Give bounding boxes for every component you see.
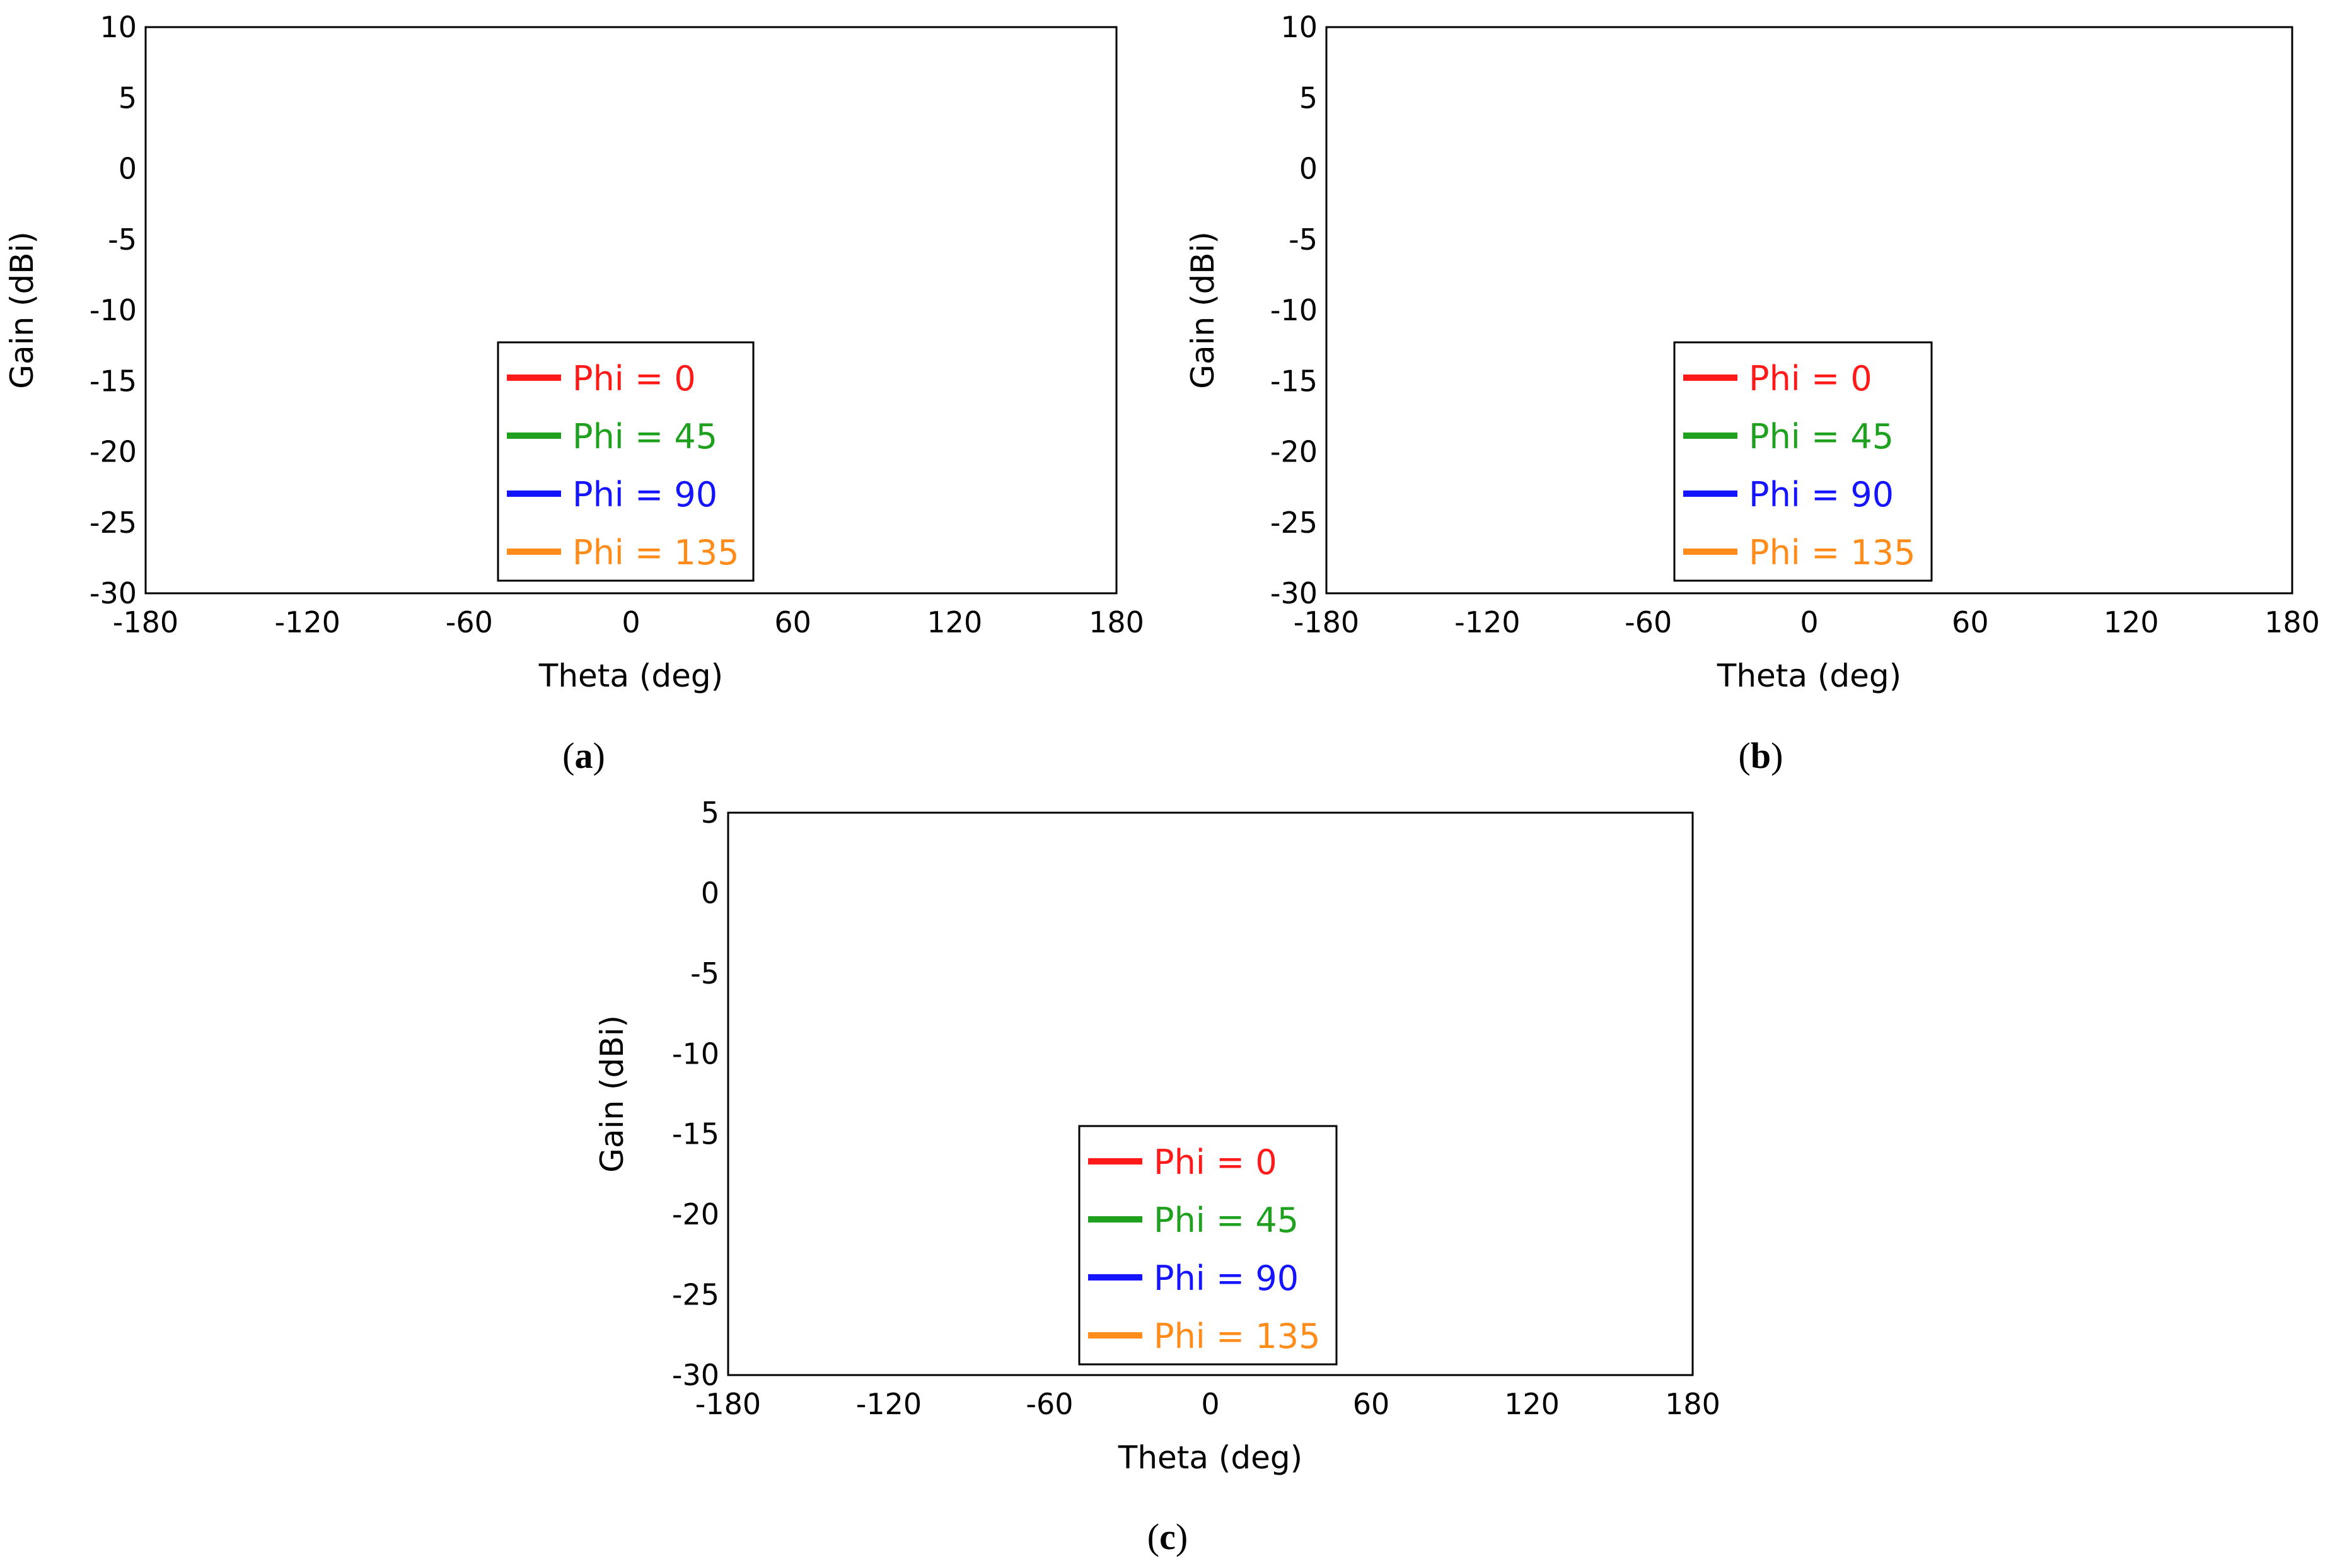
y-tick-label: 10 [1280, 10, 1318, 44]
y-tick-label: -25 [1270, 506, 1318, 540]
legend: Phi = 0 Phi = 45 Phi = 90 Phi = 135 [1673, 341, 1933, 582]
x-tick-label: -60 [1026, 1387, 1073, 1421]
y-tick-label: -10 [90, 293, 137, 327]
x-tick-label: 0 [1201, 1387, 1219, 1421]
chart-panel-a: -180 -120 -60 0 60 120 180 10 5 0 -5 -10 -15 -20 -25 -3… [4, 10, 1144, 776]
x-tick-label: -180 [695, 1387, 761, 1421]
y-tick-label: -30 [1270, 576, 1318, 610]
x-tick-label: 60 [1353, 1387, 1390, 1421]
y-tick-label: -25 [90, 506, 137, 540]
y-tick-label: 5 [701, 796, 719, 830]
x-tick-label: 60 [774, 605, 811, 639]
y-tick-label: -20 [672, 1197, 719, 1231]
legend: Phi = 0 Phi = 45 Phi = 90 Phi = 135 [1078, 1125, 1338, 1366]
y-tick-label: -10 [672, 1037, 719, 1071]
y-tick-label: -5 [1289, 223, 1318, 257]
y-tick-label: 5 [1299, 81, 1318, 115]
y-tick-label: -10 [1270, 293, 1318, 327]
x-tick-label: 120 [927, 605, 982, 639]
x-tick-label: 180 [1665, 1387, 1720, 1421]
x-tick-label: 120 [1504, 1387, 1560, 1421]
x-tick-label: -120 [856, 1387, 922, 1421]
y-tick-label: 5 [119, 81, 137, 115]
y-tick-label: 0 [701, 876, 719, 910]
y-tick-label: 0 [1299, 152, 1318, 186]
y-tick-label: -20 [1270, 435, 1318, 469]
x-tick-label: 180 [2264, 605, 2320, 639]
legend-label: Phi = 0 [572, 359, 696, 398]
y-axis-label: Gain (dBi) [594, 1015, 630, 1173]
panel-caption: (b) [1739, 735, 1783, 776]
y-tick-label: -5 [108, 223, 137, 257]
y-tick-label: -15 [1270, 364, 1318, 398]
legend-label: Phi = 90 [1154, 1258, 1299, 1298]
legend-label: Phi = 0 [1749, 359, 1872, 398]
y-tick-label: 0 [119, 152, 137, 186]
y-axis-label: Gain (dBi) [1185, 231, 1221, 389]
legend-label: Phi = 135 [572, 533, 739, 572]
y-tick-label: -20 [90, 435, 137, 469]
x-tick-label: 0 [622, 605, 640, 639]
panel-caption: (c) [1147, 1516, 1188, 1557]
legend-label: Phi = 0 [1154, 1142, 1277, 1182]
x-axis-label: Theta (deg) [1717, 658, 1901, 694]
x-tick-label: -180 [1294, 605, 1359, 639]
legend-box [1673, 341, 1933, 582]
x-tick-label: -120 [1454, 605, 1520, 639]
y-tick-label: -15 [672, 1117, 719, 1151]
x-tick-label: -60 [446, 605, 493, 639]
panel-caption: (a) [562, 735, 605, 776]
y-tick-label: -5 [690, 956, 719, 990]
x-tick-label: 180 [1089, 605, 1144, 639]
legend-label: Phi = 45 [1749, 417, 1894, 456]
x-axis-label: Theta (deg) [538, 658, 723, 694]
legend-box [1078, 1125, 1338, 1366]
legend-label: Phi = 45 [1154, 1200, 1299, 1240]
chart-panel-b: -180 -120 -60 0 60 120 180 10 5 0 -5 -10 -15 -20 -25 -3… [1185, 10, 2320, 776]
y-tick-label: -30 [672, 1358, 719, 1392]
chart-panel-c: -180 -120 -60 0 60 120 180 5 0 -5 -10 -15 -20 -25 -30 T… [594, 796, 1720, 1557]
legend-label: Phi = 90 [1749, 475, 1894, 514]
x-tick-label: 120 [2104, 605, 2159, 639]
x-tick-label: -60 [1625, 605, 1672, 639]
x-axis-label: Theta (deg) [1118, 1439, 1302, 1476]
y-axis-label: Gain (dBi) [4, 231, 40, 389]
y-tick-label: -15 [90, 364, 137, 398]
x-tick-label: -180 [113, 605, 178, 639]
legend: Phi = 0 Phi = 45 Phi = 90 Phi = 135 [497, 341, 755, 582]
legend-label: Phi = 90 [572, 475, 717, 514]
x-tick-label: 60 [1952, 605, 1989, 639]
legend-box [497, 341, 755, 582]
y-tick-label: -25 [672, 1278, 719, 1312]
legend-label: Phi = 135 [1749, 533, 1915, 572]
y-tick-label: 10 [100, 10, 137, 44]
legend-label: Phi = 45 [572, 417, 717, 456]
x-tick-label: -120 [274, 605, 340, 639]
legend-label: Phi = 135 [1154, 1316, 1320, 1356]
y-tick-label: -30 [90, 576, 137, 610]
x-tick-label: 0 [1800, 605, 1818, 639]
